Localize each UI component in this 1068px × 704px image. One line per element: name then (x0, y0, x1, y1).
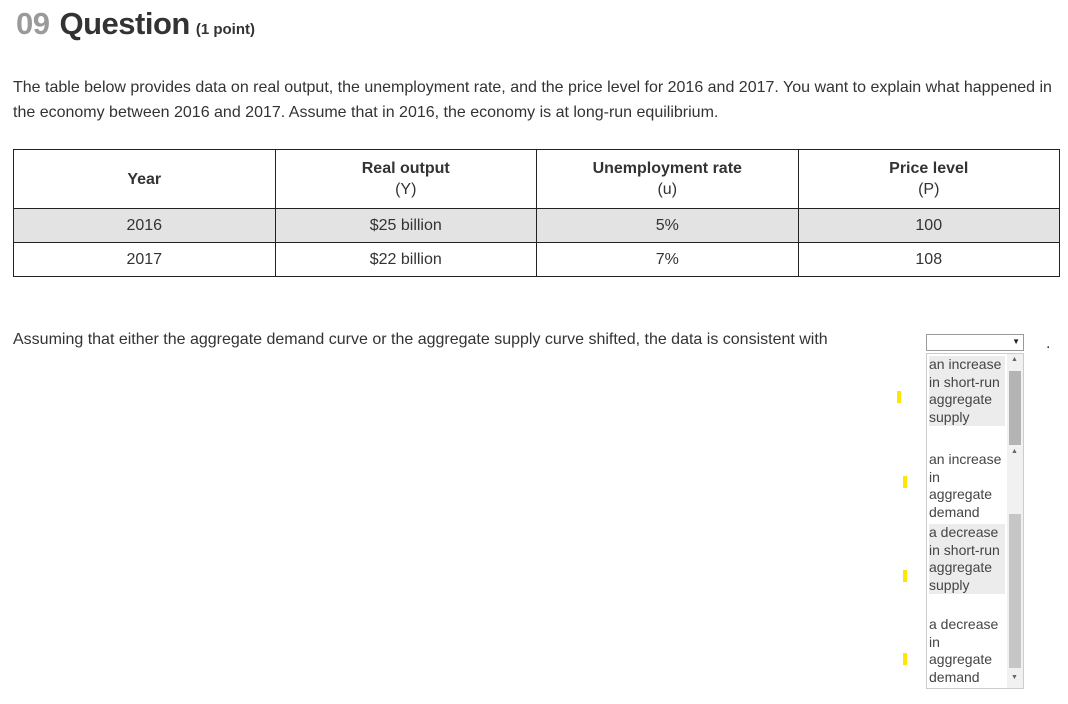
question-number: 09 (16, 6, 50, 41)
question-title: Question (59, 6, 190, 41)
question-points: (1 point) (195, 21, 255, 38)
table-row: 2016 $25 billion 5% 100 (13, 208, 1060, 243)
highlight-marker (903, 476, 907, 488)
dropdown-options-list[interactable]: an increase in short-run aggregate suppl… (926, 353, 1024, 689)
header-year: Year (13, 149, 276, 209)
answer-dropdown[interactable]: ▼ (926, 334, 1024, 351)
data-table: Year Real output (Y) Unemployment rate (… (13, 149, 1060, 277)
highlight-marker (903, 653, 907, 665)
header-price-level-unit: (P) (918, 181, 940, 198)
cell-price-level: 108 (797, 242, 1060, 277)
dropdown-option[interactable]: a decrease in short-run aggregate supply (929, 524, 1005, 594)
header-price-level: Price level (P) (797, 149, 1060, 209)
header-year-label: Year (127, 170, 162, 188)
table-header-row: Year Real output (Y) Unemployment rate (… (13, 149, 1060, 209)
scroll-up-icon[interactable]: ▲ (1011, 356, 1018, 363)
scrollbar-thumb[interactable] (1009, 371, 1021, 445)
question-prompt: Assuming that either the aggregate deman… (13, 331, 828, 348)
header-unemployment-label: Unemployment rate (592, 160, 742, 177)
header-real-output: Real output (Y) (274, 149, 537, 209)
sentence-period: . (1046, 335, 1051, 352)
cell-unemployment: 7% (536, 242, 799, 277)
table-row: 2017 $22 billion 7% 108 (13, 242, 1060, 277)
header-unemployment-rate: Unemployment rate (u) (536, 149, 799, 209)
scroll-down-icon[interactable]: ▼ (1011, 674, 1018, 681)
cell-year: 2017 (13, 242, 276, 277)
highlight-marker (897, 391, 901, 403)
dropdown-option[interactable]: an increase in short-run aggregate suppl… (929, 356, 1005, 426)
header-real-output-unit: (Y) (395, 181, 417, 198)
dropdown-option[interactable]: an increase in aggregate demand (929, 451, 1002, 520)
cell-unemployment: 5% (536, 208, 799, 243)
highlight-marker (903, 570, 907, 582)
header-unemployment-unit: (u) (657, 181, 678, 198)
scrollbar[interactable]: ▲ ▼ (1007, 446, 1023, 688)
header-real-output-label: Real output (361, 160, 450, 177)
question-intro: The table below provides data on real ou… (13, 79, 1052, 121)
question-header: 09 Question (1 point) (16, 6, 255, 42)
dropdown-option[interactable]: a decrease in aggregate demand (929, 616, 999, 685)
scrollbar-thumb[interactable] (1009, 514, 1021, 668)
scrollbar[interactable]: ▲ (1007, 354, 1023, 446)
cell-real-output: $22 billion (274, 242, 537, 277)
header-price-level-label: Price level (889, 160, 969, 177)
scroll-up-icon[interactable]: ▲ (1011, 448, 1018, 455)
cell-real-output: $25 billion (274, 208, 537, 243)
cell-year: 2016 (13, 208, 276, 243)
cell-price-level: 100 (797, 208, 1060, 243)
chevron-down-icon[interactable]: ▼ (1012, 337, 1020, 346)
